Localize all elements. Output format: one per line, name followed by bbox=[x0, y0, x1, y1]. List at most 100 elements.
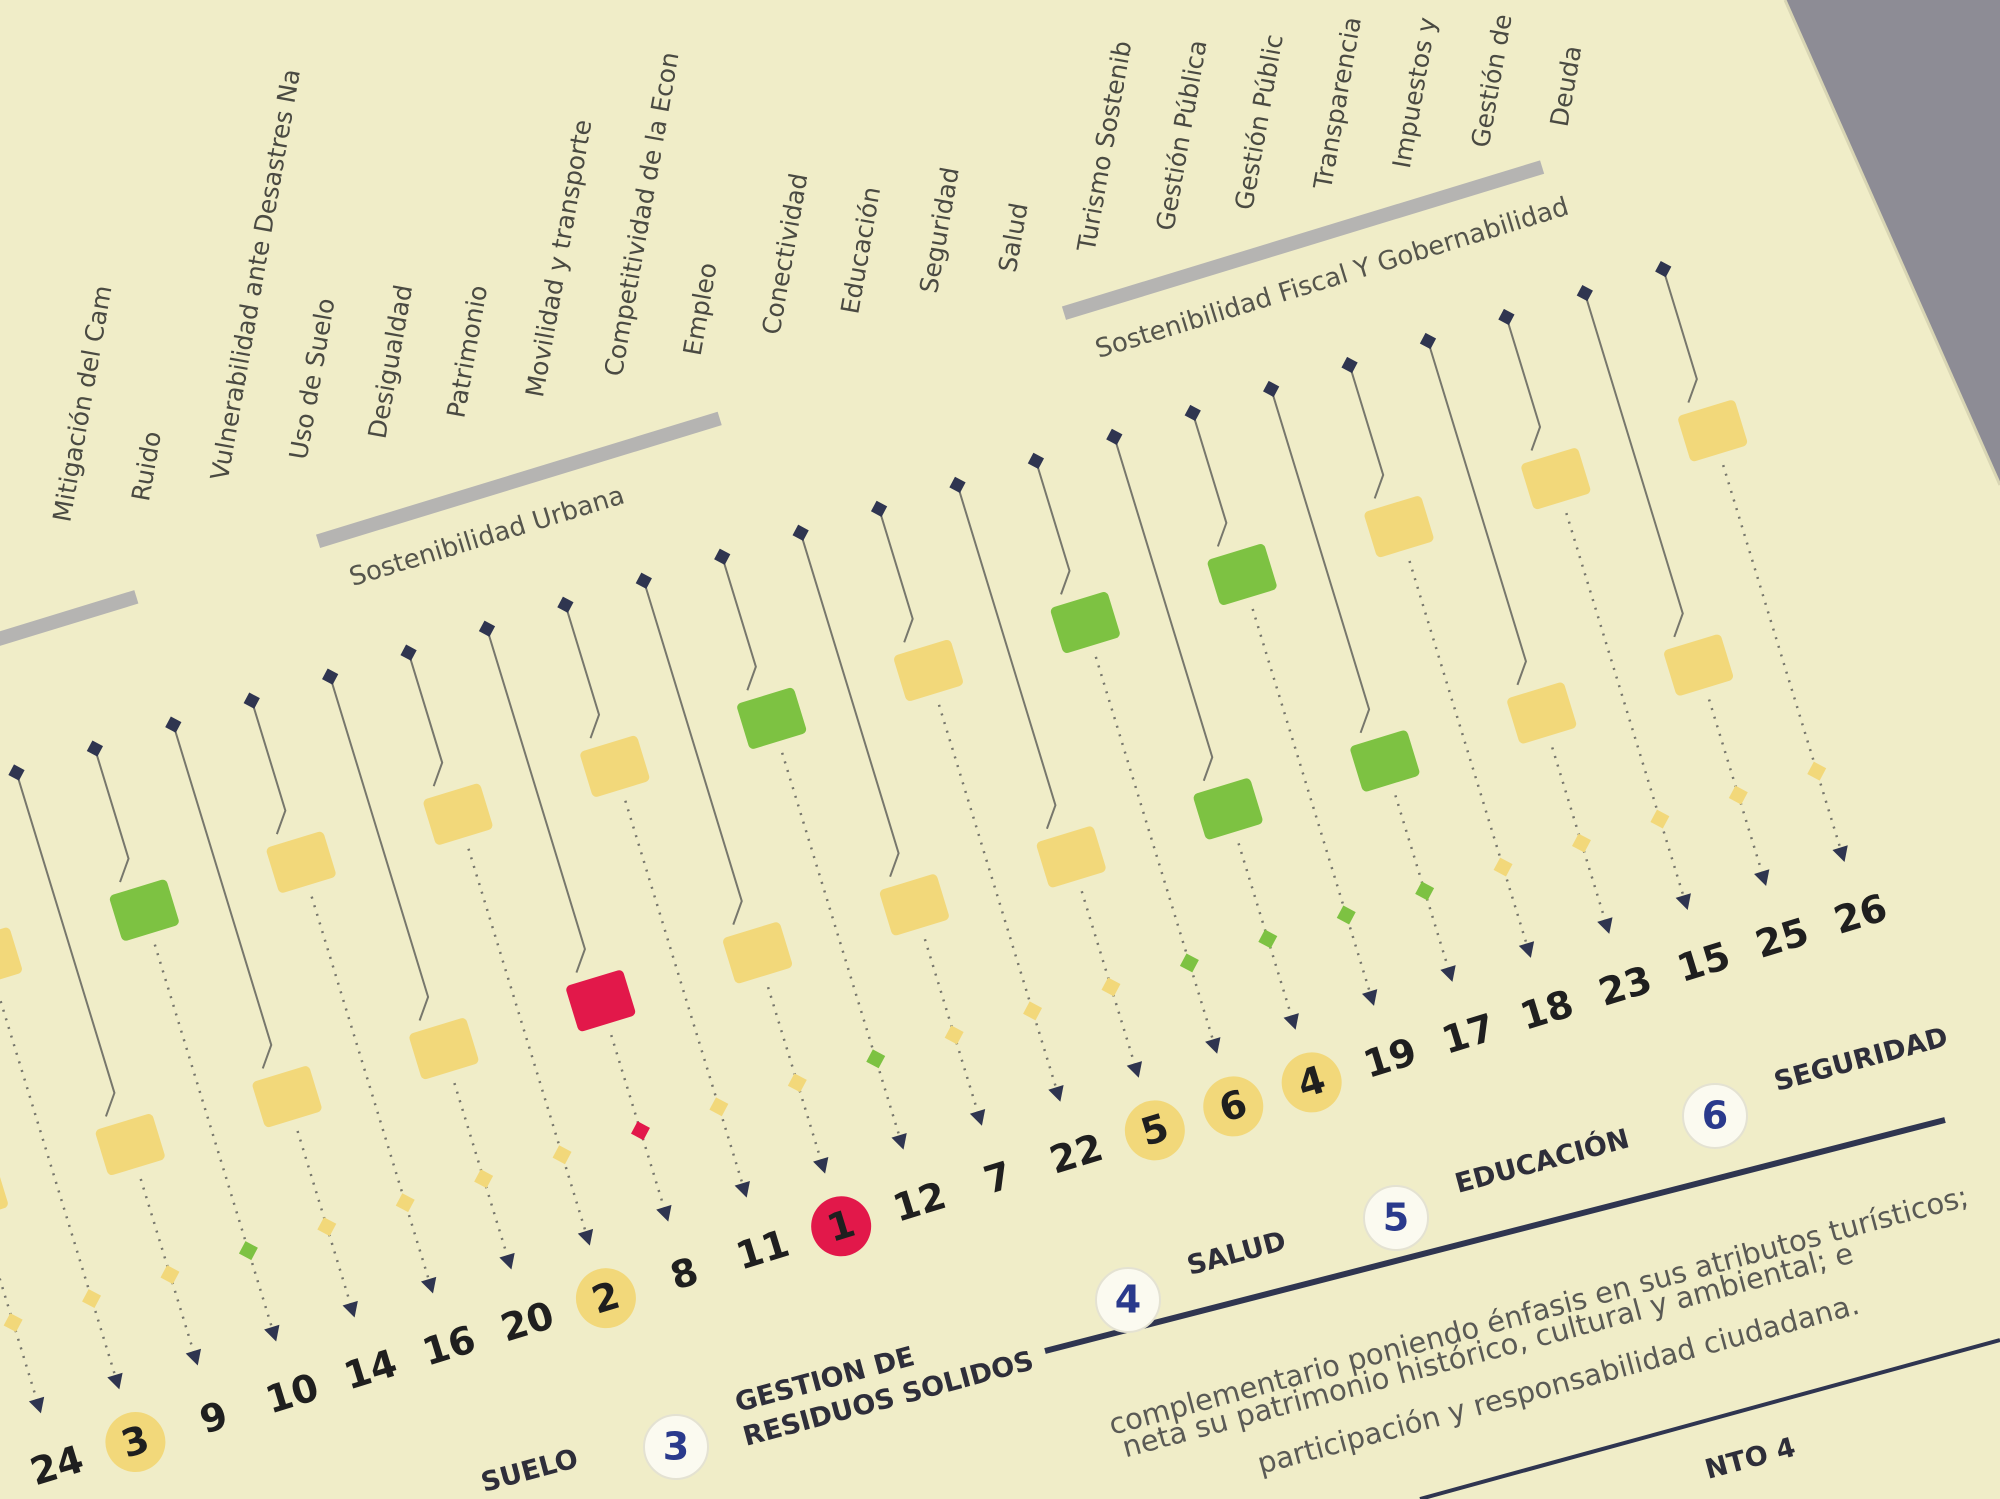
arrow bbox=[420, 1276, 437, 1294]
icon bbox=[95, 1114, 165, 1176]
arrow bbox=[1597, 917, 1613, 934]
small-marker bbox=[1572, 833, 1591, 853]
connector bbox=[407, 652, 444, 787]
arrow bbox=[577, 1228, 594, 1246]
small-marker bbox=[1258, 929, 1278, 949]
connector bbox=[1034, 460, 1071, 595]
connector bbox=[799, 532, 900, 878]
small-marker bbox=[787, 1073, 807, 1093]
arrow bbox=[107, 1372, 123, 1390]
small-marker bbox=[1101, 977, 1121, 997]
icon bbox=[252, 1066, 322, 1128]
icon bbox=[1350, 730, 1420, 792]
arrow bbox=[813, 1156, 829, 1174]
small-marker bbox=[82, 1289, 102, 1309]
marker bbox=[1419, 332, 1437, 350]
connector bbox=[1113, 436, 1214, 782]
small-marker bbox=[1493, 857, 1513, 877]
priority-circle bbox=[1124, 1100, 1185, 1161]
marker bbox=[714, 548, 731, 565]
arrow bbox=[1832, 845, 1848, 862]
small-marker bbox=[317, 1217, 337, 1237]
arrow bbox=[1440, 965, 1456, 982]
arrow bbox=[1205, 1037, 1221, 1054]
icon bbox=[737, 687, 807, 749]
marker bbox=[1184, 404, 1201, 422]
small-marker bbox=[1807, 761, 1827, 781]
legend-circle bbox=[1363, 1185, 1429, 1251]
small-marker bbox=[474, 1169, 494, 1189]
arrow bbox=[891, 1133, 907, 1150]
priority-circle bbox=[1203, 1076, 1264, 1137]
legend-number: 4 bbox=[1115, 1278, 1141, 1322]
small-marker bbox=[1023, 1001, 1043, 1021]
small-marker bbox=[866, 1049, 886, 1069]
small-marker bbox=[1179, 953, 1199, 973]
legend-circle bbox=[643, 1414, 709, 1480]
arrow bbox=[1518, 941, 1535, 958]
marker bbox=[557, 596, 574, 613]
arrow bbox=[28, 1396, 45, 1414]
connector bbox=[1191, 412, 1228, 547]
icon bbox=[1036, 826, 1106, 888]
priority-circle bbox=[105, 1412, 166, 1473]
small-marker bbox=[1728, 785, 1748, 805]
divider bbox=[1044, 1117, 1946, 1354]
icon bbox=[1507, 682, 1577, 744]
connector bbox=[1348, 364, 1385, 499]
divider bbox=[1419, 1338, 2000, 1499]
marker bbox=[86, 740, 104, 757]
marker bbox=[1341, 356, 1358, 374]
paper-edge bbox=[1783, 0, 2000, 486]
connector bbox=[564, 604, 601, 739]
marker bbox=[400, 644, 417, 661]
marker bbox=[792, 524, 809, 541]
icon bbox=[879, 874, 949, 936]
ranking-diagram: Cambio ClimáticoSostenibilidad UrbanaSos… bbox=[0, 160, 1892, 1494]
arrow bbox=[342, 1300, 358, 1318]
arrow bbox=[969, 1109, 986, 1126]
connector bbox=[1427, 340, 1527, 686]
priority-circle bbox=[811, 1196, 872, 1257]
arrow bbox=[656, 1204, 672, 1222]
arrow bbox=[734, 1180, 750, 1198]
small-marker bbox=[3, 1313, 23, 1333]
marker bbox=[1263, 380, 1280, 398]
icon bbox=[1193, 778, 1263, 840]
icon bbox=[1521, 448, 1591, 510]
marker bbox=[322, 668, 339, 685]
hatch-bar bbox=[0, 590, 139, 727]
arrow bbox=[1675, 893, 1691, 910]
connector bbox=[486, 628, 586, 973]
icon bbox=[0, 927, 22, 989]
icon bbox=[723, 922, 793, 984]
small-marker bbox=[238, 1241, 258, 1261]
connector bbox=[93, 748, 130, 883]
arrow bbox=[264, 1324, 280, 1342]
marker bbox=[1498, 308, 1515, 326]
icon bbox=[1364, 496, 1434, 558]
legend-circle bbox=[1095, 1267, 1161, 1333]
hatch-bar bbox=[315, 411, 722, 548]
connector bbox=[172, 724, 273, 1069]
connector bbox=[329, 676, 430, 1021]
marker bbox=[1027, 452, 1045, 469]
priority-circle bbox=[575, 1268, 636, 1329]
arrow bbox=[1361, 989, 1378, 1006]
arrow bbox=[1126, 1061, 1143, 1078]
connector bbox=[1505, 316, 1542, 451]
icon bbox=[266, 831, 336, 893]
connector bbox=[1662, 268, 1698, 403]
small-marker bbox=[1415, 881, 1435, 901]
connector bbox=[1270, 388, 1371, 734]
icon bbox=[1664, 634, 1734, 696]
icon bbox=[109, 879, 179, 941]
hatch-bar bbox=[1061, 160, 1545, 320]
icon bbox=[1207, 544, 1277, 606]
priority-circle bbox=[1281, 1052, 1342, 1113]
icon bbox=[894, 639, 963, 701]
connector bbox=[878, 508, 914, 643]
